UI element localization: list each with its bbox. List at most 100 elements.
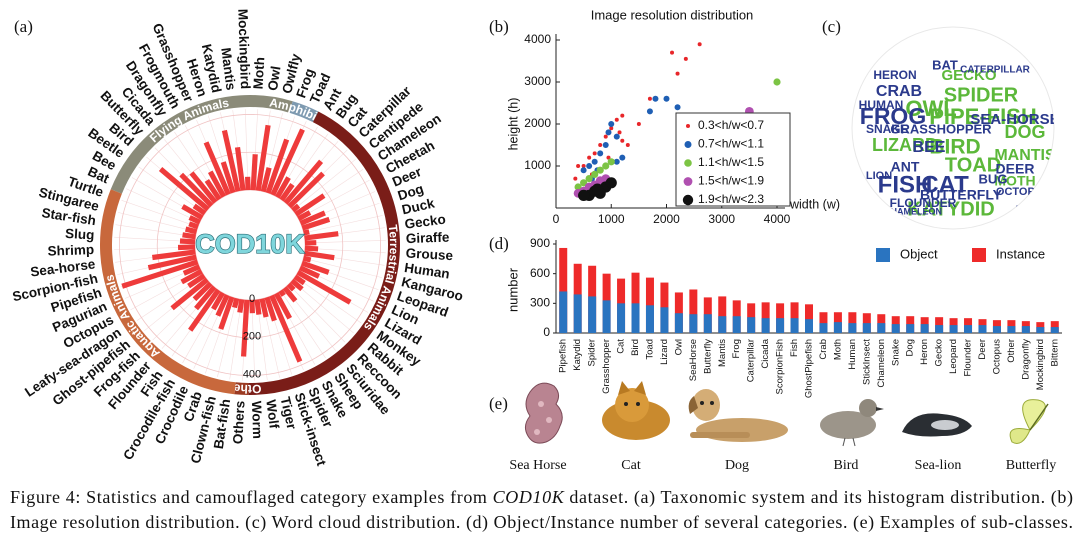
bar xyxy=(152,249,196,261)
point xyxy=(652,95,659,102)
x-tick-label: Gecko xyxy=(934,339,945,366)
caption-line-1: Figure 4: Statistics and camouflaged cat… xyxy=(10,487,1073,508)
x-axis-label: width (w) xyxy=(789,197,840,211)
word: HUMAN xyxy=(859,98,904,112)
bar xyxy=(290,278,304,292)
bar xyxy=(270,128,305,197)
bar xyxy=(819,323,828,333)
spoke xyxy=(298,179,370,220)
bar xyxy=(147,254,197,271)
x-tick-label: 3000 xyxy=(708,212,735,226)
bar xyxy=(588,296,597,333)
y-tick-label: 0 xyxy=(543,325,550,339)
category-label: Mockingbird xyxy=(235,9,253,90)
point xyxy=(773,78,781,86)
x-tick-label: Fish xyxy=(789,339,800,357)
word: LION xyxy=(866,170,892,182)
spoke xyxy=(251,299,256,381)
bar xyxy=(732,316,741,333)
bar xyxy=(805,304,813,333)
category-label: Wolf xyxy=(263,399,282,430)
bar xyxy=(718,316,727,333)
word: DEER xyxy=(996,161,1035,177)
bar xyxy=(240,299,250,357)
bar xyxy=(192,203,207,216)
x-tick-label: Bird xyxy=(630,339,641,356)
y-tick-label: 300 xyxy=(530,296,550,310)
spoke xyxy=(217,298,238,378)
category-label: Tiger xyxy=(278,395,300,431)
point xyxy=(683,56,688,61)
bar xyxy=(286,282,296,292)
bar xyxy=(978,325,987,333)
bar xyxy=(848,312,857,333)
bar xyxy=(761,302,770,333)
word: BAT xyxy=(932,57,958,72)
point xyxy=(619,154,626,161)
bar xyxy=(184,226,198,235)
bar xyxy=(848,323,857,333)
x-tick-label: Leopard xyxy=(948,339,959,374)
x-tick-label: Snake xyxy=(890,339,901,366)
x-tick-label: 0 xyxy=(553,212,560,226)
y-tick-label: 600 xyxy=(530,266,550,280)
word: LIZARD xyxy=(872,135,938,155)
point xyxy=(636,122,641,126)
point xyxy=(663,95,670,102)
category-label: Giraffe xyxy=(406,230,451,247)
point xyxy=(670,50,675,55)
bar xyxy=(218,296,235,330)
word: ANT xyxy=(891,159,920,175)
bar xyxy=(761,318,770,333)
y-tick-label: 3000 xyxy=(524,74,551,88)
bar xyxy=(234,147,246,191)
bar xyxy=(275,176,291,199)
bar xyxy=(674,313,683,333)
x-tick-label: Mantis xyxy=(717,339,728,367)
x-tick-label: Dog xyxy=(905,339,916,356)
bar xyxy=(269,294,303,363)
word: KATYDID xyxy=(907,198,994,220)
image-cat xyxy=(602,381,670,440)
caption-text: Statistics and camouflaged category exam… xyxy=(81,487,492,507)
point xyxy=(608,121,615,127)
bar xyxy=(645,305,654,333)
bar xyxy=(215,293,230,317)
bar xyxy=(260,167,272,193)
category-label: Shrimp xyxy=(47,242,94,259)
spoke xyxy=(229,299,243,380)
bar xyxy=(296,270,352,305)
bar xyxy=(631,303,640,333)
x-tick-label: Moth xyxy=(832,339,843,360)
legend-label: 0.7<h/w<1.1 xyxy=(698,137,764,151)
bar xyxy=(660,307,669,333)
bar xyxy=(182,232,197,240)
x-tick-label: Bittern xyxy=(1049,339,1060,366)
x-tick-label: Pipefish xyxy=(558,339,569,373)
word: MANTIS xyxy=(994,147,1056,164)
image-dog xyxy=(688,389,788,442)
legend-marker xyxy=(684,141,692,148)
bar xyxy=(790,302,799,333)
bar xyxy=(187,273,206,289)
bar xyxy=(254,299,262,315)
bar xyxy=(221,129,241,192)
bar xyxy=(304,245,319,252)
bar xyxy=(689,289,698,333)
center-label: COD10K xyxy=(195,229,305,259)
panel-label: (a) xyxy=(14,17,33,36)
panel-label: (c) xyxy=(822,17,841,36)
group-ring xyxy=(289,101,319,123)
word: OWL xyxy=(905,96,956,121)
word: SEA-HORSE xyxy=(970,111,1059,128)
bar xyxy=(617,303,626,333)
image-sea-lion xyxy=(902,413,972,437)
example-label: Cat xyxy=(621,458,641,473)
panel-label: (b) xyxy=(489,17,509,36)
bar xyxy=(674,292,683,333)
spoke xyxy=(121,200,199,228)
bar xyxy=(245,176,251,191)
point xyxy=(697,42,702,47)
word: CRAB xyxy=(876,83,922,100)
bar xyxy=(192,281,213,302)
